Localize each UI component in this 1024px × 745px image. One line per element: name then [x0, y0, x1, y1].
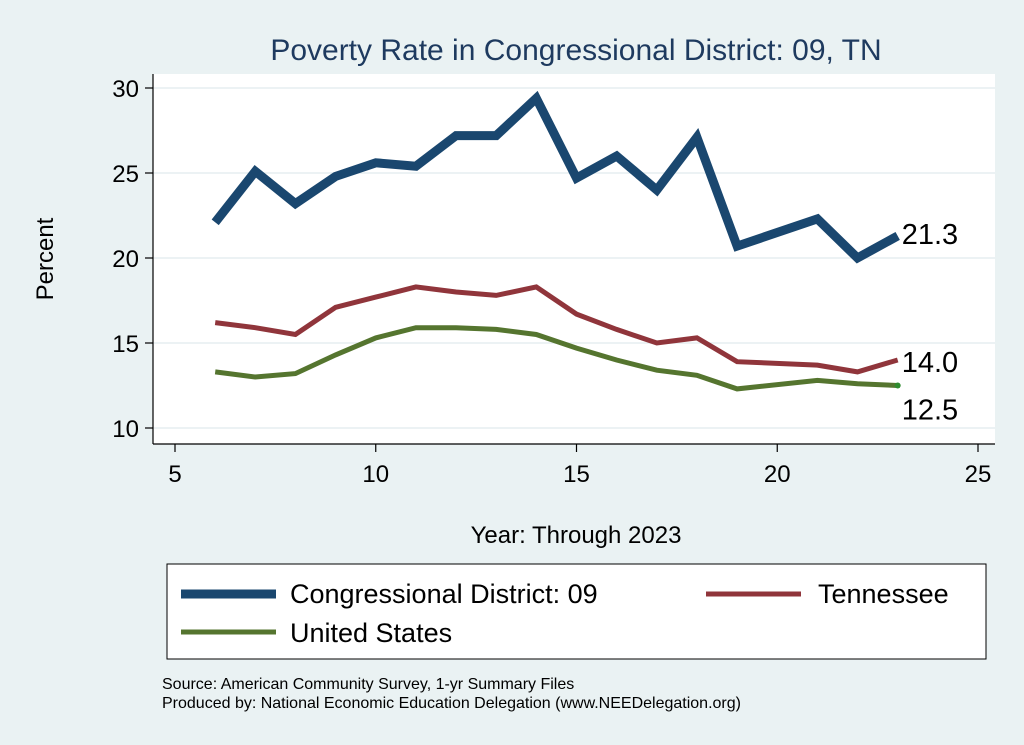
y-tick-label: 20 — [112, 246, 139, 273]
axes — [152, 74, 995, 445]
legend-box — [166, 563, 987, 660]
legend-label-united-states: United States — [290, 618, 452, 648]
y-tick-label: 30 — [112, 76, 139, 103]
y-tick-label: 10 — [112, 416, 139, 443]
legend: Congressional District: 09 Tennessee Uni… — [166, 563, 987, 660]
end-labels: 21.3 14.0 12.5 — [902, 219, 958, 427]
end-label-united-states: 12.5 — [902, 395, 958, 427]
grid-lines — [153, 87, 995, 429]
y-tick-label: 25 — [112, 161, 139, 188]
source-note: Source: American Community Survey, 1-yr … — [162, 676, 574, 693]
x-tick-label: 20 — [764, 461, 791, 488]
x-tick-label: 5 — [168, 461, 181, 488]
y-axis-title: Percent — [32, 217, 59, 300]
tick-labels: 10 15 20 25 30 5 10 15 20 25 — [112, 76, 991, 488]
legend-label-tennessee: Tennessee — [818, 579, 949, 609]
x-tick-label: 15 — [563, 461, 590, 488]
series-line-united-states — [214, 325, 898, 392]
end-point-united-states — [894, 382, 901, 389]
legend-label-district: Congressional District: 09 — [290, 579, 598, 609]
end-label-tennessee: 14.0 — [902, 347, 958, 379]
producer-note: Produced by: National Economic Education… — [162, 695, 741, 712]
end-label-district: 21.3 — [902, 219, 958, 251]
series-line-district — [211, 90, 900, 264]
series-line-tennessee — [214, 284, 899, 375]
series-lines — [211, 90, 901, 392]
x-axis-title: Year: Through 2023 — [471, 522, 682, 549]
y-tick-label: 15 — [112, 331, 139, 358]
chart-title: Poverty Rate in Congressional District: … — [270, 34, 881, 67]
x-tick-label: 25 — [965, 461, 992, 488]
x-tick-label: 10 — [362, 461, 389, 488]
plot-area — [153, 74, 995, 444]
